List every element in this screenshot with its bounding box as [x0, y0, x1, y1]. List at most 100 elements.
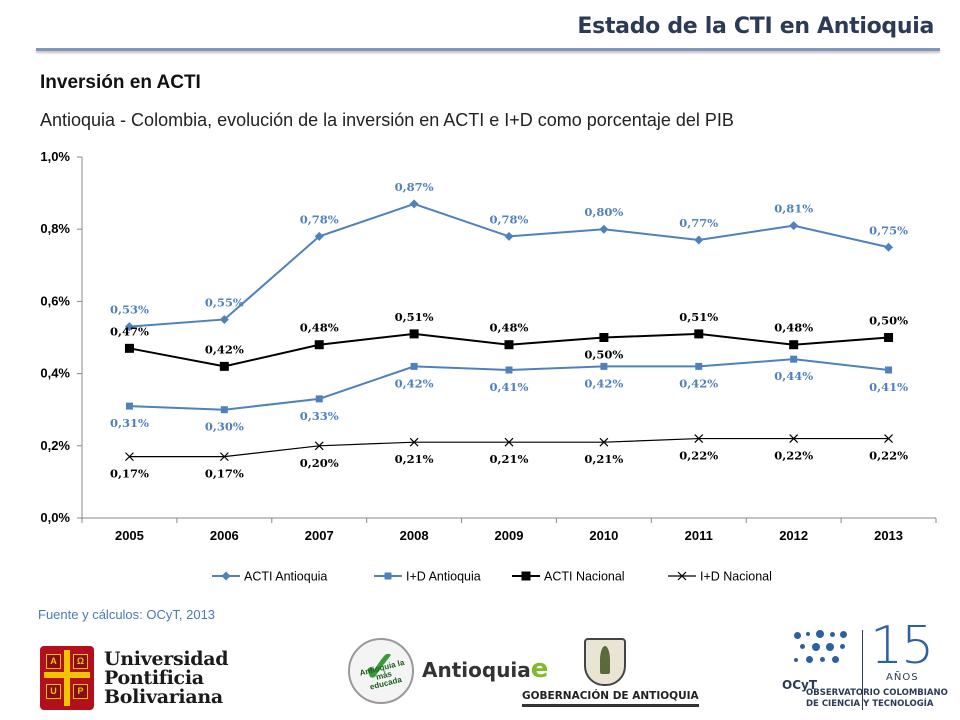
- legend-marker: [221, 571, 231, 581]
- data-point: [789, 221, 799, 231]
- data-point: [695, 362, 703, 370]
- data-label: 0,17%: [110, 467, 149, 481]
- data-label: 0,41%: [869, 380, 908, 394]
- data-label: 0,80%: [584, 205, 623, 219]
- legend-label: I+D Nacional: [700, 570, 772, 584]
- legend-label: ACTI Antioquia: [244, 570, 327, 584]
- legend-marker: [677, 571, 687, 581]
- data-point: [884, 242, 894, 252]
- antioquia-wordmark-logo: Antioquiae: [422, 654, 549, 684]
- data-label: 0,51%: [679, 310, 718, 324]
- series-acti-nacional: [124, 329, 894, 371]
- upb-wordmark: Universidad Pontificia Bolivariana: [104, 648, 229, 708]
- x-tick-label: 2009: [495, 528, 524, 543]
- data-point: [220, 406, 228, 414]
- data-label: 0,47%: [110, 324, 149, 338]
- data-label: 0,77%: [679, 216, 718, 230]
- data-label: 0,53%: [110, 303, 149, 317]
- x-tick-label: 2007: [305, 528, 334, 543]
- data-point: [314, 231, 324, 241]
- x-tick-label: 2012: [779, 528, 808, 543]
- data-label: 0,44%: [774, 369, 813, 383]
- gobernacion-wordmark: GOBERNACIÓN DE ANTIOQUIA: [522, 690, 699, 707]
- data-label: 0,30%: [205, 420, 244, 434]
- data-point: [884, 333, 894, 342]
- data-point: [125, 452, 134, 462]
- x-tick-label: 2006: [210, 528, 239, 543]
- data-point: [790, 355, 798, 363]
- data-point: [599, 437, 609, 447]
- y-tick-label: 1,0%: [40, 149, 70, 164]
- data-point: [694, 434, 704, 444]
- data-label: 0,75%: [869, 223, 908, 237]
- section-title: Inversión en ACTI: [40, 72, 201, 93]
- x-tick-label: 2008: [400, 528, 429, 543]
- data-label: 0,50%: [869, 314, 908, 328]
- investment-line-chart: 0,0% 0,2% 0,4% 0,6% 0,8% 1,0% 2005 2006 2007 2008…: [40, 149, 937, 584]
- page-header-title: Estado de la CTI en Antioquia: [577, 14, 934, 39]
- y-tick-label: 0,6%: [40, 293, 70, 308]
- chart-axes: 0,0% 0,2% 0,4% 0,6% 0,8% 1,0% 2005 2006 2007 2008…: [40, 149, 937, 543]
- data-point: [314, 340, 324, 350]
- ocyt-label: OCyT: [782, 678, 818, 692]
- data-point: [219, 361, 229, 371]
- data-point: [410, 362, 418, 370]
- data-label: 0,31%: [110, 416, 149, 430]
- legend-item-acti-nacional: ACTI Nacional: [512, 570, 625, 584]
- data-point: [409, 329, 419, 339]
- data-label: 0,51%: [395, 310, 434, 324]
- legend-label: I+D Antioquia: [406, 570, 481, 584]
- data-label: 0,21%: [490, 452, 529, 466]
- data-label: 0,42%: [205, 342, 244, 356]
- data-label: 0,42%: [584, 376, 623, 390]
- data-label: 0,55%: [205, 295, 244, 309]
- data-point: [885, 366, 893, 374]
- legend-marker: [384, 572, 392, 580]
- gobernacion-crest-logo: [584, 638, 626, 686]
- data-label: 0,42%: [395, 376, 434, 390]
- data-point: [124, 343, 134, 353]
- data-point: [504, 437, 514, 447]
- data-point: [789, 340, 799, 350]
- data-label: 0,78%: [300, 212, 339, 226]
- legend-item-i-d-antioquia: I+D Antioquia: [374, 570, 481, 584]
- y-tick-label: 0,0%: [40, 510, 70, 525]
- header-divider: [36, 48, 940, 51]
- chart-series: [124, 199, 894, 462]
- data-point: [599, 333, 609, 342]
- data-label: 0,87%: [395, 180, 434, 194]
- x-tick-label: 2013: [874, 528, 903, 543]
- data-point: [219, 452, 229, 462]
- ocyt-anniversary-years: AÑOS: [886, 672, 919, 683]
- data-label: 0,21%: [395, 452, 434, 466]
- data-point: [314, 441, 324, 451]
- legend-label: ACTI Nacional: [544, 570, 625, 584]
- chart-subtitle: Antioquia - Colombia, evolución de la in…: [40, 110, 734, 130]
- antioquia-educada-seal-logo: ✓ Antioquia la más educada: [348, 638, 414, 704]
- data-point: [505, 366, 513, 374]
- x-tick-label: 2005: [115, 528, 144, 543]
- series-i-d-antioquia: [125, 355, 893, 414]
- data-point: [789, 434, 799, 444]
- data-point: [124, 322, 134, 332]
- data-label: 0,21%: [584, 452, 623, 466]
- data-point: [219, 314, 229, 324]
- data-point: [599, 224, 609, 234]
- data-point: [694, 235, 704, 245]
- data-point: [409, 437, 419, 447]
- y-tick-label: 0,4%: [40, 366, 70, 381]
- series-i-d-nacional: [125, 434, 893, 462]
- data-label: 0,50%: [584, 348, 623, 362]
- data-label: 0,78%: [490, 212, 529, 226]
- data-label: 0,20%: [300, 456, 339, 470]
- ocyt-divider: [862, 630, 863, 710]
- data-point: [125, 402, 133, 410]
- legend-item-i-d-nacional: I+D Nacional: [668, 570, 772, 584]
- x-tick-label: 2011: [685, 528, 713, 543]
- data-label: 0,42%: [679, 376, 718, 390]
- data-point: [315, 395, 323, 403]
- data-label: 0,81%: [774, 202, 813, 216]
- data-point: [600, 362, 608, 370]
- data-label: 0,22%: [679, 449, 718, 463]
- y-tick-label: 0,8%: [40, 221, 70, 236]
